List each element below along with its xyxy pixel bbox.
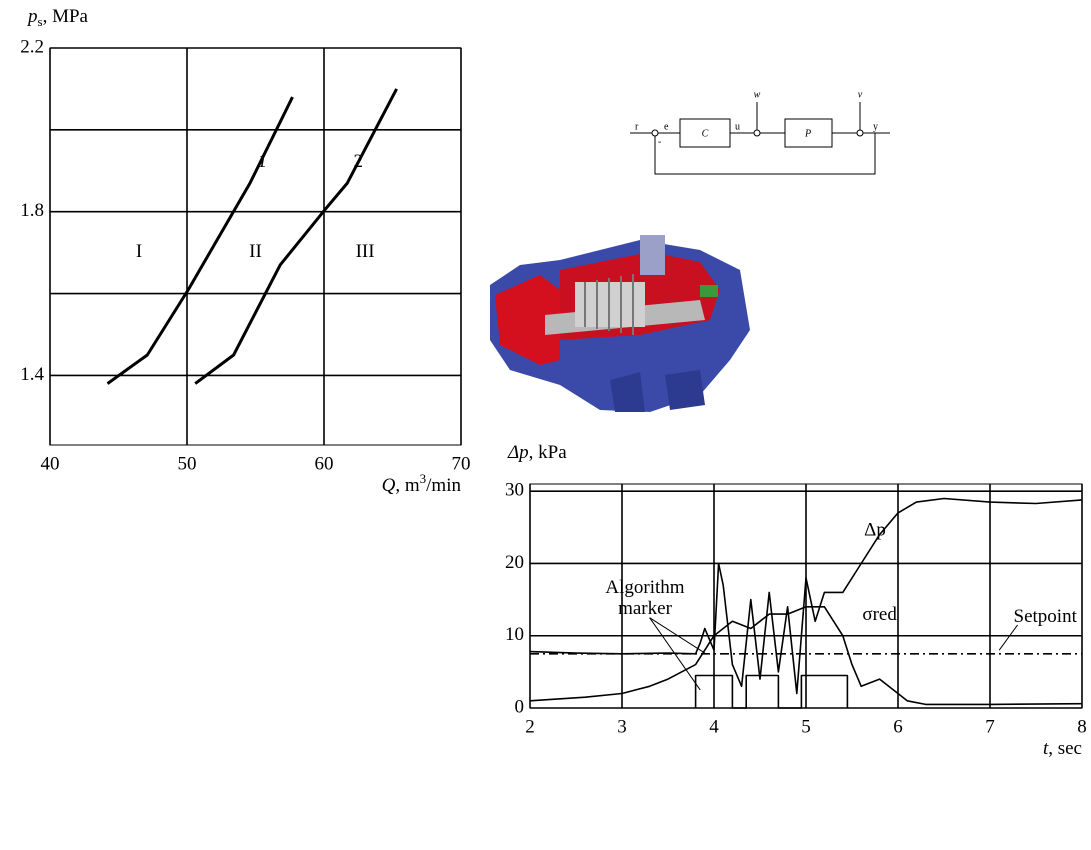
data-line: [694, 674, 849, 709]
annotation: 1: [258, 151, 268, 172]
annotation: σred: [862, 604, 897, 625]
y-axis-label: ps, MPa: [26, 6, 89, 29]
diagram-label: C: [702, 128, 709, 139]
x-tick-label: 70: [452, 453, 471, 474]
x-tick-label: 50: [178, 453, 197, 474]
x-label-rest: /min: [426, 475, 461, 496]
x-tick-label: 60: [315, 453, 334, 474]
x-axis-label: Q, m3/min: [382, 471, 462, 496]
block-diagram: [630, 102, 890, 175]
y-tick-label: 30: [505, 480, 524, 501]
x-tick-label: 3: [617, 716, 627, 737]
x-label-unit: , m: [395, 475, 420, 496]
y-tick-label: 2.2: [20, 36, 44, 57]
diagram-label: v: [858, 89, 863, 100]
y-label-symbol: p: [26, 6, 38, 27]
data-line: [106, 96, 294, 385]
y-tick-label: 10: [505, 624, 524, 645]
diagram-label: e: [664, 121, 669, 132]
annotation: Δp: [864, 519, 886, 540]
annotation: II: [249, 241, 262, 262]
y-label-unit: , MPa: [43, 6, 89, 27]
y-label-unit: , kPa: [529, 442, 568, 463]
y-label-symbol: Δp: [507, 442, 529, 463]
diagram-label: w: [754, 89, 761, 100]
diagram-label: r: [635, 121, 639, 132]
diagram-label: y: [873, 121, 878, 132]
diagram-label: -: [658, 136, 661, 147]
y-label-sub: s: [38, 14, 43, 29]
annotation: Algorithm: [605, 577, 684, 598]
leader-line: [649, 617, 706, 654]
leader-line: [998, 624, 1019, 651]
x-label-unit: , sec: [1048, 738, 1082, 759]
annotation: Setpoint: [1014, 606, 1078, 627]
x-tick-label: 6: [893, 716, 903, 737]
x-tick-label: 40: [41, 453, 60, 474]
annotation: marker: [618, 598, 672, 619]
y-tick-label: 0: [515, 696, 525, 717]
y-tick-label: 1.8: [20, 200, 44, 221]
leader-line: [649, 617, 701, 691]
diagram-label: u: [735, 121, 740, 132]
data-line: [529, 497, 1083, 695]
x-label-sup: 3: [420, 471, 427, 486]
turbine-illustration: [490, 235, 750, 412]
y-axis-label: Δp, kPa: [507, 442, 567, 463]
y-tick-label: 20: [505, 552, 524, 573]
x-label-symbol: t: [1043, 738, 1049, 759]
data-line: [529, 606, 1083, 706]
annotation: I: [136, 241, 142, 262]
x-tick-label: 5: [801, 716, 811, 737]
x-label-symbol: Q: [382, 475, 396, 496]
data-line: [194, 88, 398, 385]
x-tick-label: 7: [985, 716, 995, 737]
x-axis-label: t, sec: [1043, 738, 1082, 759]
x-tick-label: 4: [709, 716, 719, 737]
diagram-label: P: [804, 128, 811, 139]
x-tick-label: 8: [1077, 716, 1087, 737]
x-tick-label: 2: [525, 716, 535, 737]
y-tick-label: 1.4: [20, 364, 44, 385]
annotation: 2: [354, 151, 364, 172]
annotation: III: [356, 241, 375, 262]
